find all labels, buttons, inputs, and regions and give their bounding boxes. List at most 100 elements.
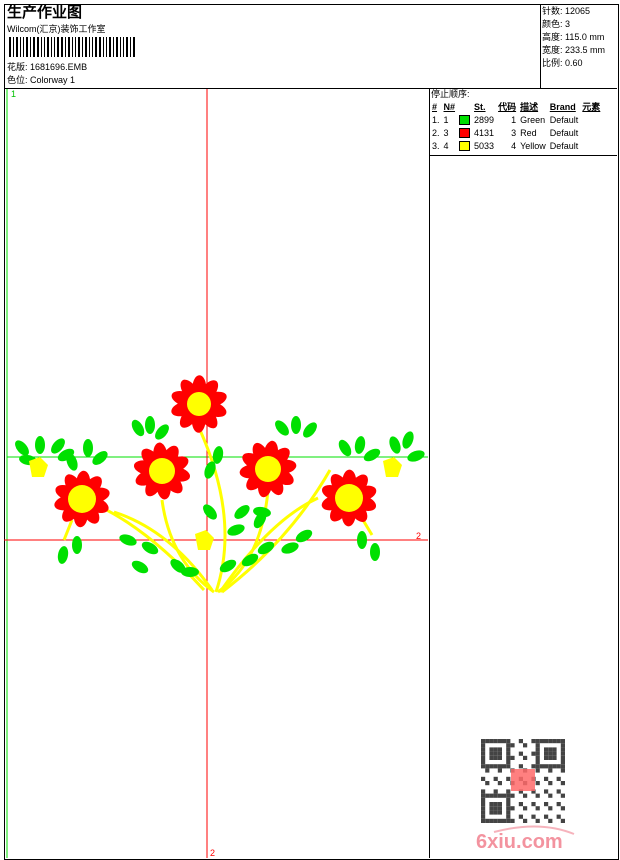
- watermark-swoosh: [493, 825, 575, 835]
- leaf: [83, 439, 93, 457]
- col-index: #: [432, 101, 438, 112]
- stat-row: 比例: 0.60: [542, 58, 583, 69]
- qr-module: [539, 764, 544, 769]
- qr-module: [510, 818, 515, 823]
- qr-module: [552, 764, 557, 769]
- qr-module: [523, 806, 528, 811]
- qr-module: [502, 739, 507, 744]
- qr-module: [502, 793, 507, 798]
- watermark-text: 6xiu.com: [476, 831, 563, 853]
- row-brand: Default: [549, 127, 579, 138]
- barcode-bar: [99, 37, 101, 57]
- leaf: [257, 541, 275, 555]
- qr-module: [506, 789, 511, 794]
- stop-sequence-title: 停止顺序:: [431, 89, 470, 99]
- colorway-value: Colorway 1: [30, 75, 76, 85]
- qr-module: [544, 747, 549, 752]
- barcode-bar: [72, 37, 73, 57]
- table-divider: [429, 155, 617, 156]
- stat-value: 233.5 mm: [565, 45, 606, 55]
- barcode-bar: [65, 37, 66, 57]
- leaf: [281, 542, 299, 554]
- qr-module: [518, 764, 523, 769]
- qr-module: [493, 793, 498, 798]
- leaf: [145, 416, 155, 434]
- colorway-label: 色位:: [7, 75, 28, 85]
- qr-module: [552, 751, 557, 756]
- qr-module: [556, 776, 561, 781]
- qr-module: [560, 747, 565, 752]
- qr-module: [552, 747, 557, 752]
- barcode-bar: [95, 37, 97, 57]
- qr-module: [493, 818, 498, 823]
- qr-module: [556, 739, 561, 744]
- color-swatch: [459, 127, 471, 138]
- barcode-bar: [92, 37, 93, 57]
- qr-module: [506, 802, 511, 807]
- leaf: [92, 451, 108, 465]
- qr-module: [485, 818, 490, 823]
- qr-module: [506, 743, 511, 748]
- qr-module: [506, 764, 511, 769]
- qr-module: [518, 739, 523, 744]
- col-code: 代码: [498, 102, 517, 112]
- qr-module: [518, 789, 523, 794]
- qr-module: [560, 818, 565, 823]
- qr-module: [523, 755, 528, 760]
- qr-module: [531, 789, 536, 794]
- qr-module: [506, 751, 511, 756]
- leaf: [141, 541, 159, 555]
- qr-module: [481, 789, 486, 794]
- qr-module: [531, 764, 536, 769]
- leaf: [275, 420, 289, 436]
- stat-value: 0.60: [565, 58, 583, 68]
- qr-module: [481, 747, 486, 752]
- qr-module: [497, 818, 502, 823]
- qr-module: [535, 806, 540, 811]
- barcode-bar: [126, 37, 128, 57]
- design-label: 花版:: [7, 62, 28, 72]
- qr-module: [552, 739, 557, 744]
- row-stitches: 2899: [474, 114, 495, 125]
- qr-module: [493, 739, 498, 744]
- row-index: 2.: [432, 127, 440, 138]
- barcode-bar: [44, 37, 45, 57]
- leaf: [363, 448, 381, 462]
- qr-module: [502, 818, 507, 823]
- barcode-bar: [57, 37, 59, 57]
- qr-module: [560, 768, 565, 773]
- barcode-bar: [47, 37, 49, 57]
- table-row: 1. 1 2899 1 Green Default: [430, 113, 602, 126]
- qr-module: [535, 760, 540, 765]
- qr-module: [523, 818, 528, 823]
- seal-stamp: [511, 769, 535, 791]
- qr-module: [489, 755, 494, 760]
- leaf: [57, 546, 69, 564]
- col-needle: N#: [443, 101, 456, 112]
- qr-module: [481, 743, 486, 748]
- barcode-bar: [116, 37, 118, 57]
- leaf: [181, 567, 199, 577]
- barcode-bar: [30, 37, 31, 57]
- leaf: [204, 461, 216, 479]
- qr-module: [506, 797, 511, 802]
- row-code: 1: [511, 114, 517, 125]
- qr-module: [481, 818, 486, 823]
- flower-center: [255, 456, 281, 482]
- qr-module: [510, 743, 515, 748]
- qr-module: [506, 747, 511, 752]
- barcode-bar: [20, 37, 21, 57]
- qr-module: [481, 793, 486, 798]
- table-row: 2. 3 4131 3 Red Default: [430, 126, 602, 139]
- qr-module: [502, 764, 507, 769]
- stop-sequence-table: # N# St. 代码 描述 Brand 元素 1. 1 2899 1 Gree…: [430, 100, 602, 152]
- colorway: 色位: Colorway 1: [7, 75, 75, 86]
- bud: [195, 530, 214, 550]
- stat-row: 颜色: 3: [542, 19, 570, 30]
- stats-divider: [540, 4, 541, 88]
- leaf: [66, 453, 78, 471]
- qr-module: [544, 764, 549, 769]
- qr-module: [518, 814, 523, 819]
- qr-module: [548, 806, 553, 811]
- qr-module: [535, 747, 540, 752]
